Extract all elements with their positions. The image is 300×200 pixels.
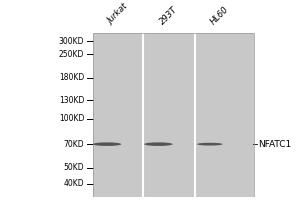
Text: HL60: HL60 (209, 4, 231, 26)
Text: 293T: 293T (158, 5, 179, 26)
Ellipse shape (93, 142, 121, 146)
Text: 100KD: 100KD (59, 114, 84, 123)
Text: 70KD: 70KD (64, 140, 84, 149)
Text: NFATC1: NFATC1 (258, 140, 292, 149)
Text: 250KD: 250KD (59, 50, 84, 59)
Text: 40KD: 40KD (64, 179, 84, 188)
Text: 130KD: 130KD (59, 96, 84, 105)
Text: Jurkat: Jurkat (106, 2, 130, 26)
Text: 180KD: 180KD (59, 73, 84, 82)
Ellipse shape (197, 143, 223, 146)
Ellipse shape (144, 142, 173, 146)
Text: 300KD: 300KD (59, 37, 84, 46)
Bar (93, 33, 254, 197)
Bar (93, 33, 254, 197)
Text: 50KD: 50KD (64, 163, 84, 172)
